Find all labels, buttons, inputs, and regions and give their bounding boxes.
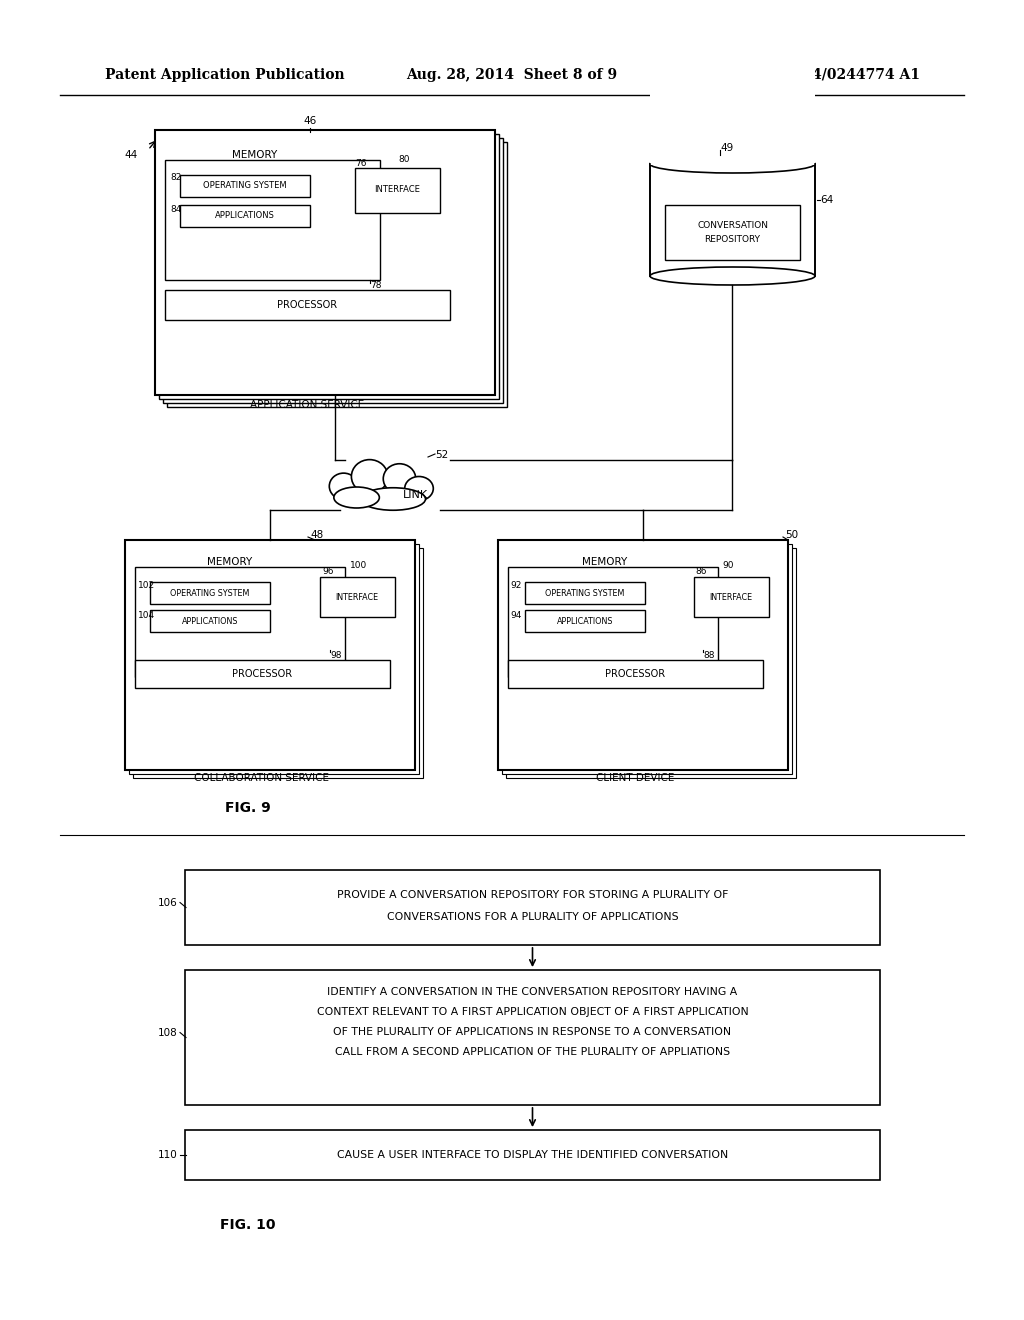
Bar — [129, 544, 419, 774]
Text: REPOSITORY: REPOSITORY — [705, 235, 761, 244]
Text: 76: 76 — [355, 158, 367, 168]
Text: 98: 98 — [330, 651, 341, 660]
Text: APPLICATIONS: APPLICATIONS — [215, 211, 274, 220]
Text: OF THE PLURALITY OF APPLICATIONS IN RESPONSE TO A CONVERSATION: OF THE PLURALITY OF APPLICATIONS IN RESP… — [334, 1027, 731, 1038]
Ellipse shape — [351, 459, 388, 494]
Bar — [650, 164, 815, 276]
Text: APPLICATIONS: APPLICATIONS — [557, 616, 613, 626]
Text: 64: 64 — [820, 195, 834, 205]
Text: 94: 94 — [510, 610, 521, 619]
Text: 50: 50 — [785, 531, 798, 540]
Text: COLLABORATION SERVICE: COLLABORATION SERVICE — [195, 774, 330, 783]
Bar — [665, 205, 800, 260]
Text: 90: 90 — [722, 561, 733, 570]
Text: INTERFACE: INTERFACE — [374, 186, 420, 194]
Ellipse shape — [383, 463, 416, 494]
Ellipse shape — [404, 477, 433, 500]
Text: 48: 48 — [310, 531, 324, 540]
Text: CLIENT DEVICE: CLIENT DEVICE — [596, 774, 674, 783]
Bar — [694, 577, 769, 616]
Text: APPLICATION SERVICE: APPLICATION SERVICE — [250, 400, 365, 411]
Bar — [135, 660, 390, 688]
Bar — [525, 582, 645, 605]
Text: INTERFACE: INTERFACE — [336, 593, 379, 602]
Bar — [506, 548, 796, 777]
Ellipse shape — [328, 463, 432, 516]
Text: MEMORY: MEMORY — [583, 557, 628, 568]
Text: FIG. 9: FIG. 9 — [225, 801, 271, 814]
Text: APPLICATIONS: APPLICATIONS — [181, 616, 239, 626]
Bar — [135, 568, 345, 677]
Text: OPERATING SYSTEM: OPERATING SYSTEM — [546, 589, 625, 598]
Text: CALL FROM A SECOND APPLICATION OF THE PLURALITY OF APPLIATIONS: CALL FROM A SECOND APPLICATION OF THE PL… — [335, 1047, 730, 1057]
Ellipse shape — [650, 267, 815, 285]
Bar — [133, 548, 423, 777]
Bar — [167, 143, 507, 407]
Text: 80: 80 — [398, 154, 410, 164]
Ellipse shape — [334, 487, 379, 508]
Text: 52: 52 — [435, 450, 449, 459]
Text: MEMORY: MEMORY — [208, 557, 253, 568]
Text: PROCESSOR: PROCESSOR — [276, 300, 337, 310]
Text: US 2014/0244774 A1: US 2014/0244774 A1 — [756, 69, 920, 82]
Text: 104: 104 — [138, 610, 155, 619]
Text: 49: 49 — [720, 143, 733, 153]
Bar — [150, 610, 270, 632]
Text: 106: 106 — [159, 898, 178, 908]
Text: OPERATING SYSTEM: OPERATING SYSTEM — [203, 181, 287, 190]
Text: FIG. 10: FIG. 10 — [220, 1218, 275, 1232]
Bar — [508, 568, 718, 677]
Text: 86: 86 — [695, 568, 707, 577]
Text: Patent Application Publication: Patent Application Publication — [105, 69, 345, 82]
Text: 108: 108 — [159, 1027, 178, 1038]
Bar — [185, 970, 880, 1105]
Text: 78: 78 — [370, 281, 382, 289]
Ellipse shape — [360, 488, 426, 511]
Text: 84: 84 — [170, 206, 181, 214]
Text: PROCESSOR: PROCESSOR — [605, 669, 665, 678]
Text: Aug. 28, 2014  Sheet 8 of 9: Aug. 28, 2014 Sheet 8 of 9 — [407, 69, 617, 82]
Bar — [502, 544, 792, 774]
Bar — [159, 135, 499, 399]
Bar — [125, 540, 415, 770]
Bar — [150, 582, 270, 605]
Text: 100: 100 — [350, 561, 368, 570]
Text: IDENTIFY A CONVERSATION IN THE CONVERSATION REPOSITORY HAVING A: IDENTIFY A CONVERSATION IN THE CONVERSAT… — [328, 987, 737, 997]
Text: 44: 44 — [125, 150, 138, 160]
Text: CONVERSATION: CONVERSATION — [697, 220, 768, 230]
Ellipse shape — [650, 154, 815, 173]
Bar — [163, 139, 503, 403]
Bar — [508, 660, 763, 688]
Bar — [498, 540, 788, 770]
Text: 88: 88 — [703, 651, 715, 660]
Text: CAUSE A USER INTERFACE TO DISPLAY THE IDENTIFIED CONVERSATION: CAUSE A USER INTERFACE TO DISPLAY THE ID… — [337, 1150, 728, 1160]
Bar — [180, 205, 310, 227]
Bar — [525, 610, 645, 632]
Text: CONVERSATIONS FOR A PLURALITY OF APPLICATIONS: CONVERSATIONS FOR A PLURALITY OF APPLICA… — [387, 912, 678, 921]
Bar — [185, 1130, 880, 1180]
Text: 92: 92 — [510, 581, 521, 590]
Text: 96: 96 — [322, 568, 334, 577]
Text: 110: 110 — [159, 1150, 178, 1160]
Text: PROVIDE A CONVERSATION REPOSITORY FOR STORING A PLURALITY OF: PROVIDE A CONVERSATION REPOSITORY FOR ST… — [337, 890, 728, 900]
Bar — [165, 290, 450, 319]
Bar — [355, 168, 440, 213]
Text: LINK: LINK — [402, 490, 428, 500]
Bar — [650, 55, 815, 165]
Ellipse shape — [330, 473, 358, 499]
Bar — [319, 577, 395, 616]
Text: MEMORY: MEMORY — [232, 150, 278, 160]
Text: PROCESSOR: PROCESSOR — [232, 669, 292, 678]
Text: OPERATING SYSTEM: OPERATING SYSTEM — [170, 589, 250, 598]
Bar — [165, 160, 380, 280]
Text: 82: 82 — [170, 173, 181, 182]
Text: 46: 46 — [303, 116, 316, 125]
Text: 102: 102 — [138, 581, 155, 590]
Bar — [155, 129, 495, 395]
Bar — [180, 176, 310, 197]
Bar — [185, 870, 880, 945]
Text: CONTEXT RELEVANT TO A FIRST APPLICATION OBJECT OF A FIRST APPLICATION: CONTEXT RELEVANT TO A FIRST APPLICATION … — [316, 1007, 749, 1016]
Text: INTERFACE: INTERFACE — [710, 593, 753, 602]
